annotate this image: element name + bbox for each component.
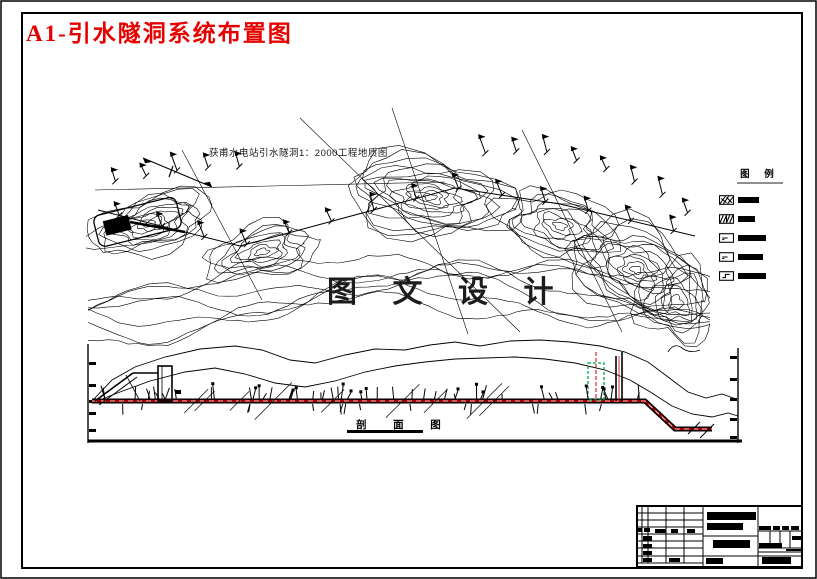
drawing-frame [21, 12, 803, 569]
cross-hatch-icon [719, 194, 734, 205]
watermark-text: 图 文 设 计 [327, 276, 568, 309]
plan-map-title: 获甫水电站引水隧洞1：2000工程地质图 [209, 148, 388, 159]
title-block-text-bar [669, 558, 680, 562]
plan-section-lines [87, 107, 710, 346]
legend-item [712, 190, 808, 209]
title-block-text-bar [782, 526, 789, 530]
legend-label-bar [738, 272, 766, 279]
plan-scale-arrow [142, 157, 213, 188]
dash-mark-icon [719, 251, 734, 262]
plan-alignment [97, 187, 696, 247]
title-block-text-bar [791, 526, 799, 530]
plan-contours [86, 145, 710, 348]
title-block-text-bar [792, 536, 802, 540]
legend-item [712, 266, 808, 285]
title-block-text-bar [643, 558, 652, 562]
title-block-text-bar [638, 528, 642, 532]
title-block-text-bar [707, 512, 756, 520]
title-block-text-bar [643, 544, 652, 548]
title-block-text-bar [655, 529, 666, 533]
title-block-text-bar [762, 557, 791, 564]
profile-terrain [91, 339, 739, 418]
title-block-text-bar [759, 526, 771, 530]
title-block-text-bar [713, 540, 750, 548]
dash-mark-icon [719, 232, 734, 243]
profile-section-label: 剖 面 图 [356, 420, 453, 431]
title-block-text-bar [707, 523, 743, 530]
plan-intake-structure [93, 196, 186, 247]
legend-item [712, 209, 808, 228]
profile-joint-ticks [100, 382, 640, 420]
legend-label-bar [738, 234, 766, 241]
title-block-text-bar [687, 529, 695, 533]
step-line-icon [719, 270, 734, 281]
profile-structures [94, 352, 715, 439]
title-block [636, 505, 803, 568]
legend-items [712, 190, 808, 285]
legend-panel: 图 例 [712, 166, 808, 285]
legend-item [712, 247, 808, 266]
legend-label-bar [738, 215, 755, 222]
legend-label-bar [738, 253, 763, 260]
title-block-text-bar [643, 536, 652, 541]
page-title: A1-引水隧洞系统布置图 [26, 21, 293, 46]
legend-label-bar [738, 196, 759, 203]
legend-title: 图 例 [737, 166, 783, 184]
plan-station-flags [110, 133, 691, 248]
title-block-text-bar [759, 543, 782, 548]
title-block-text-bar [786, 549, 802, 551]
title-block-text-bar [773, 526, 780, 530]
title-block-text-bar [671, 529, 678, 533]
title-block-text-bar [706, 558, 723, 564]
title-block-text-bar [644, 528, 650, 532]
legend-item [712, 228, 808, 247]
diagonal-hatch-icon [719, 213, 734, 224]
title-block-text-bar [643, 551, 652, 555]
profile-label-underline [347, 430, 423, 433]
